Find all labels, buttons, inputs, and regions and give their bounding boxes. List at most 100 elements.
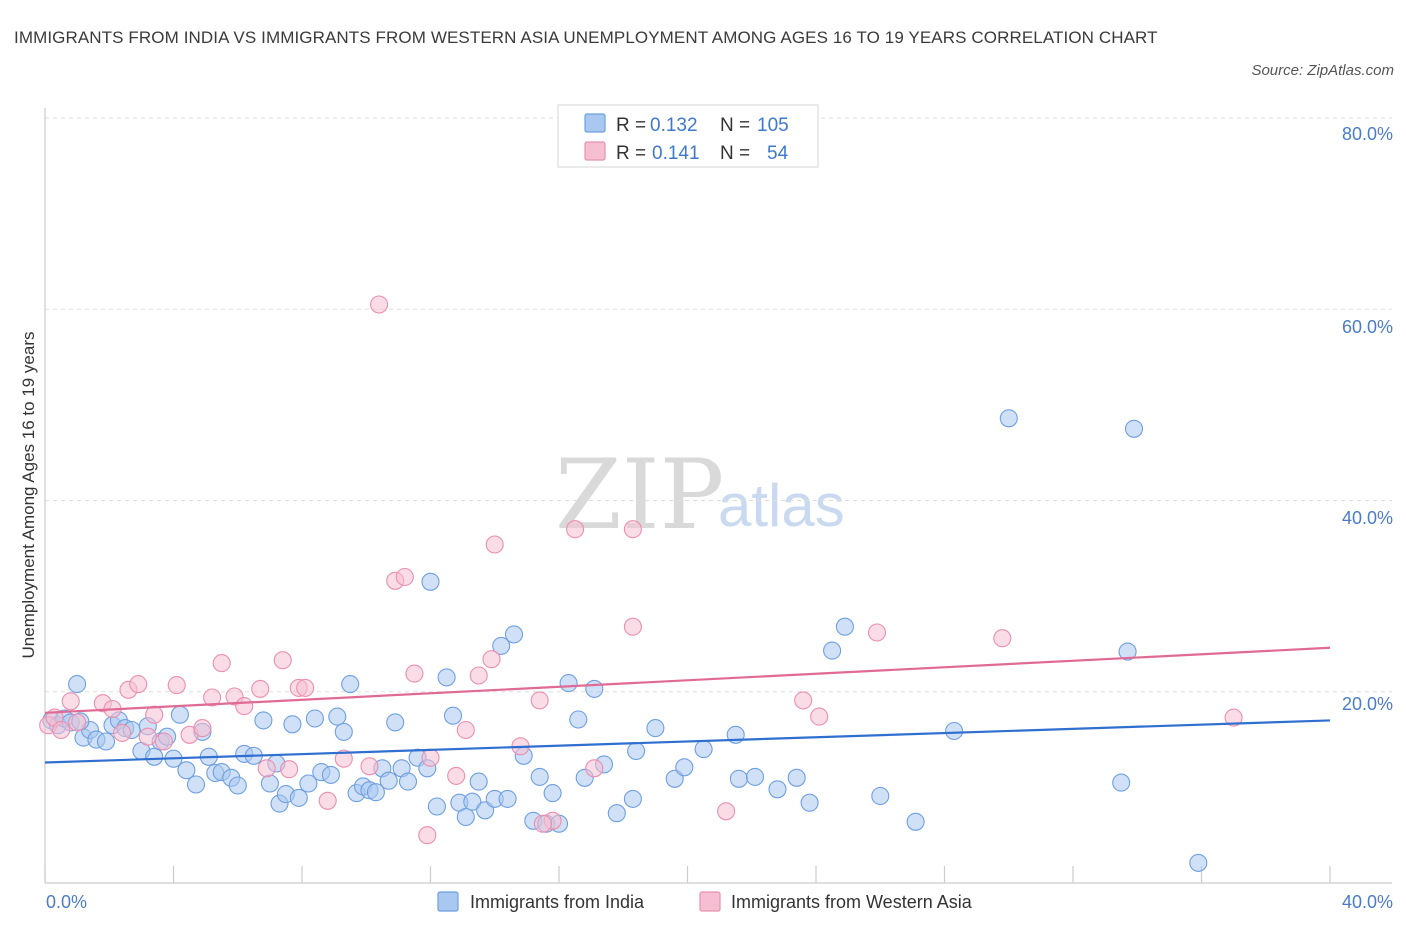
wasia-point-46 [623, 617, 642, 636]
bottom-legend-label-wasia: Immigrants from Western Asia [731, 892, 973, 912]
wasia-point-43 [566, 520, 585, 539]
wasia-point-15 [193, 719, 212, 738]
wasia-point-51 [993, 629, 1012, 648]
india-point-93 [835, 617, 854, 636]
y-tick-label-80: 80.0% [1342, 124, 1393, 144]
wasia-point-39 [485, 535, 504, 554]
wasia-point-31 [395, 567, 414, 587]
india-point-47 [366, 783, 385, 802]
wasia-point-20 [251, 679, 270, 698]
wasia-point-26 [318, 791, 337, 810]
wasia-point-29 [370, 295, 389, 314]
india-point-84 [675, 758, 694, 777]
wasia-point-2 [52, 720, 71, 740]
wasia-point-50 [867, 623, 887, 642]
wasia-point-4 [68, 713, 87, 732]
india-point-79 [607, 804, 626, 823]
india-point-20 [177, 761, 196, 780]
wasia-point-47 [717, 802, 736, 821]
legend-wasia-n-label: N = [720, 143, 750, 164]
india-point-95 [906, 812, 925, 831]
india-point-38 [305, 709, 324, 728]
india-point-55 [421, 572, 440, 591]
wasia-point-53 [533, 814, 552, 833]
india-point-77 [585, 679, 604, 698]
wasia-point-13 [167, 676, 186, 695]
wasia-point-7 [113, 723, 132, 742]
india-point-90 [787, 768, 806, 787]
wasia-point-49 [810, 707, 829, 726]
india-point-58 [443, 706, 463, 725]
legend-wasia-n-value: 54 [767, 143, 789, 164]
india-point-37 [299, 774, 318, 793]
india-point-91 [800, 793, 819, 812]
india-point-87 [729, 769, 748, 788]
legend-india-n-label: N = [720, 115, 750, 136]
india-point-21 [186, 775, 206, 794]
india-point-35 [283, 715, 302, 734]
wasia-point-23 [280, 760, 299, 779]
source-label: Source: ZipAtlas.com [1251, 62, 1394, 79]
india-point-82 [646, 719, 665, 738]
india-point-4 [68, 675, 87, 694]
india-point-70 [530, 767, 549, 786]
india-point-72 [543, 784, 562, 803]
india-point-89 [768, 780, 787, 799]
wasia-trend-line [44, 646, 1331, 714]
wasia-point-32 [405, 664, 424, 683]
india-point-42 [334, 722, 353, 741]
legend-swatch-india [584, 113, 606, 133]
wasia-points [39, 295, 1243, 845]
india-point-67 [504, 625, 524, 644]
india-point-74 [559, 674, 578, 693]
wasia-point-45 [623, 520, 642, 539]
y-axis-label: Unemployment Among Ages 16 to 19 years [19, 332, 38, 659]
india-point-94 [871, 786, 890, 806]
wasia-point-48 [794, 691, 813, 710]
y-tick-label-20: 20.0% [1342, 694, 1393, 714]
bottom-legend-label-india: Immigrants from India [470, 892, 645, 912]
legend-swatch-wasia [584, 141, 606, 161]
legend-wasia-r-label: R = [616, 143, 646, 164]
legend-box: R = 0.132 N = 105 R = 0.141 N = 54 [557, 104, 819, 168]
india-point-49 [379, 771, 398, 790]
wasia-point-35 [447, 766, 466, 785]
india-point-19 [170, 705, 189, 724]
wasia-point-37 [469, 666, 488, 685]
india-point-52 [398, 772, 418, 791]
india-point-57 [437, 668, 456, 687]
india-point-40 [321, 765, 340, 784]
x-tick-label-max: 40.0% [1342, 892, 1393, 912]
india-point-60 [456, 807, 475, 827]
wasia-point-11 [145, 705, 164, 724]
wasia-point-41 [530, 691, 549, 710]
legend-wasia-r-value: 0.141 [652, 143, 700, 164]
wasia-point-22 [273, 651, 292, 670]
wasia-point-27 [334, 749, 353, 768]
x-axis-ticks [44, 866, 1331, 883]
x-tick-label-min: 0.0% [46, 892, 87, 912]
india-point-61 [463, 792, 482, 811]
watermark-atlas: atlas [718, 472, 845, 539]
india-point-31 [260, 774, 279, 793]
india-point-81 [627, 741, 646, 761]
bottom-legend-swatch-wasia [699, 891, 721, 912]
wasia-point-52 [1224, 708, 1243, 727]
india-point-99 [1118, 642, 1137, 661]
wasia-point-3 [61, 692, 80, 711]
wasia-point-16 [203, 688, 222, 707]
india-point-98 [1112, 773, 1131, 792]
india-point-27 [228, 776, 247, 795]
india-point-88 [745, 767, 765, 786]
india-point-30 [254, 711, 273, 730]
india-point-85 [694, 740, 713, 759]
india-point-50 [386, 713, 405, 732]
wasia-point-21 [257, 759, 276, 778]
india-point-92 [823, 641, 842, 660]
india-point-75 [569, 710, 588, 729]
india-point-101 [1189, 853, 1208, 872]
wasia-point-44 [585, 759, 604, 778]
y-tick-label-60: 60.0% [1342, 317, 1393, 337]
india-trend-line [44, 719, 1331, 764]
